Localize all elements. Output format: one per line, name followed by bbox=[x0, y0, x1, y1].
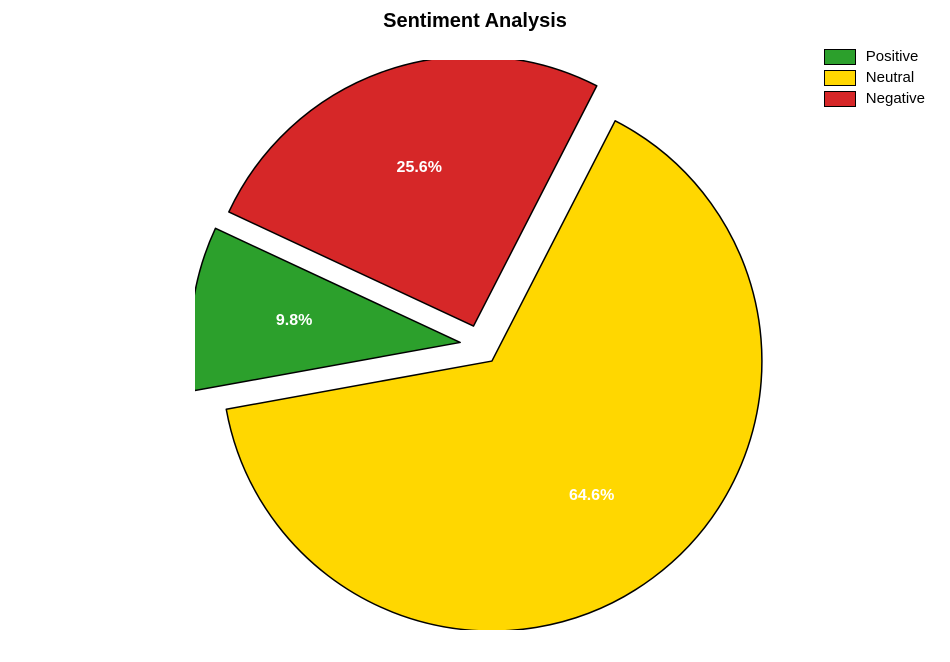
slice-label-neutral: 64.6% bbox=[569, 487, 614, 505]
legend-item-neutral: Neutral bbox=[824, 69, 925, 86]
legend-swatch-negative bbox=[824, 91, 856, 107]
legend-swatch-neutral bbox=[824, 70, 856, 86]
legend-label-positive: Positive bbox=[866, 48, 919, 65]
legend-label-neutral: Neutral bbox=[866, 69, 914, 86]
legend-label-negative: Negative bbox=[866, 90, 925, 107]
legend-item-negative: Negative bbox=[824, 90, 925, 107]
slice-label-positive: 9.8% bbox=[276, 312, 312, 330]
slice-label-negative: 25.6% bbox=[397, 159, 442, 177]
chart-title: Sentiment Analysis bbox=[383, 10, 567, 33]
legend-swatch-positive bbox=[824, 49, 856, 65]
pie-svg bbox=[195, 60, 765, 630]
pie-chart-container: Sentiment Analysis 9.8% 64.6% 25.6% Positi… bbox=[0, 0, 950, 662]
pie-wrapper: 9.8% 64.6% 25.6% bbox=[195, 60, 765, 630]
legend: Positive Neutral Negative bbox=[824, 48, 925, 111]
legend-item-positive: Positive bbox=[824, 48, 925, 65]
